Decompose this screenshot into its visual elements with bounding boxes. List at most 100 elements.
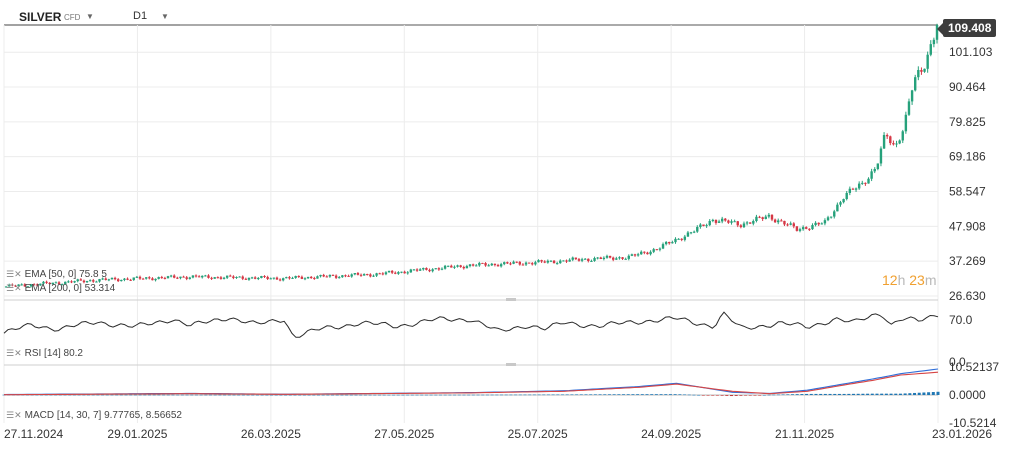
candle-body	[892, 143, 895, 145]
macd-histogram-bar	[265, 394, 269, 396]
candle-body	[724, 218, 727, 221]
legend-ema50[interactable]: ☰✕ EMA [50, 0] 75.8 5	[6, 269, 107, 280]
candle-body	[727, 220, 730, 223]
macd-histogram-bar	[814, 393, 818, 395]
candle-body	[618, 257, 621, 259]
macd-histogram-bar	[284, 394, 288, 396]
candle-body	[232, 276, 235, 279]
candle-body	[440, 268, 444, 270]
candle-body	[82, 280, 86, 283]
candle-body	[755, 216, 758, 221]
candle-body	[714, 219, 718, 223]
candle-body	[593, 258, 596, 261]
macd-histogram-bar	[86, 394, 90, 396]
macd-histogram-bar	[476, 394, 480, 396]
candle-body	[288, 277, 291, 279]
macd-histogram-bar	[908, 393, 912, 395]
countdown-minutes: 23	[909, 272, 925, 288]
indicator-settings-icon[interactable]: ☰✕	[6, 410, 22, 420]
timeframe-dropdown-caret-icon[interactable]: ▼	[161, 12, 169, 21]
macd-histogram-bar	[504, 394, 508, 396]
macd-histogram-bar	[143, 394, 147, 396]
candle-body	[213, 277, 216, 279]
candle-body	[465, 266, 469, 269]
macd-histogram-bar	[514, 394, 518, 396]
candle-body	[932, 39, 936, 45]
candle-body	[758, 216, 761, 218]
macd-histogram-bar	[138, 394, 142, 396]
candle-body	[188, 277, 191, 279]
pane-resize-handle	[506, 298, 516, 301]
symbol-name[interactable]: SILVER	[19, 10, 62, 24]
candle-body	[135, 276, 139, 278]
candle-body	[116, 279, 120, 282]
candle-body	[148, 277, 151, 279]
candle-body	[717, 221, 721, 223]
timeframe-selector[interactable]: D1	[133, 10, 148, 22]
candle-countdown: 12h 23m	[882, 272, 937, 288]
candle-body	[303, 278, 307, 280]
macd-histogram-bar	[875, 393, 879, 395]
candle-body	[845, 192, 848, 200]
candle-body	[434, 268, 437, 270]
candle-body	[471, 264, 475, 266]
candle-body	[36, 284, 39, 286]
candle-body	[783, 220, 786, 225]
candle-body	[920, 70, 923, 72]
symbol-dropdown-caret-icon[interactable]: ▼	[86, 12, 94, 21]
candle-body	[926, 54, 929, 69]
candle-body	[123, 278, 126, 280]
macd-histogram-bar	[819, 393, 823, 395]
legend-rsi[interactable]: ☰✕ RSI [14] 80.2	[6, 348, 83, 359]
macd-histogram-bar	[617, 394, 621, 395]
macd-histogram-bar	[241, 394, 245, 396]
candle-body	[260, 276, 263, 279]
macd-histogram-bar	[96, 394, 100, 396]
legend-macd[interactable]: ☰✕ MACD [14, 30, 7] 9.77765, 8.56652	[6, 410, 182, 421]
indicator-settings-icon[interactable]: ☰✕	[6, 348, 22, 358]
macd-histogram-bar	[575, 394, 579, 396]
macd-histogram-bar	[490, 394, 494, 396]
candle-body	[390, 270, 394, 273]
candle-body	[397, 272, 400, 274]
candle-body	[216, 277, 220, 279]
macd-histogram-bar	[260, 394, 264, 396]
macd-histogram-bar	[429, 394, 433, 396]
macd-histogram-bar	[288, 394, 292, 396]
candle-body	[692, 231, 696, 233]
candle-body	[39, 283, 42, 286]
candle-body	[207, 275, 210, 278]
macd-histogram-bar	[471, 394, 475, 396]
candle-body	[104, 278, 107, 280]
macd-histogram-bar	[753, 394, 757, 396]
indicator-settings-icon[interactable]: ☰✕	[6, 283, 22, 293]
candle-body	[823, 220, 827, 224]
price-axis-label: 37.269	[949, 254, 986, 268]
legend-ema200[interactable]: ☰✕ EMA [200, 0] 53.314	[6, 283, 115, 294]
indicator-settings-icon[interactable]: ☰✕	[6, 269, 22, 279]
macd-histogram-bar	[645, 394, 649, 395]
candle-body	[484, 263, 487, 266]
candle-body	[773, 219, 777, 223]
macd-histogram-bar	[837, 393, 841, 395]
macd-histogram-bar	[274, 394, 278, 396]
candle-body	[777, 220, 780, 223]
macd-histogram-bar	[720, 394, 724, 396]
candle-body	[294, 275, 297, 278]
candle-body	[630, 254, 634, 256]
candle-body	[341, 275, 344, 278]
macd-histogram-bar	[129, 394, 133, 396]
candle-body	[132, 277, 135, 280]
candle-body	[366, 274, 369, 276]
candle-body	[829, 216, 833, 218]
candle-body	[409, 269, 413, 273]
macd-histogram-bar	[866, 393, 870, 395]
candle-body	[590, 260, 593, 262]
candle-body	[107, 279, 111, 281]
macd-histogram-bar	[316, 394, 320, 396]
macd-histogram-bar	[152, 394, 156, 396]
macd-histogram-bar	[603, 394, 607, 395]
candle-body	[210, 277, 213, 279]
